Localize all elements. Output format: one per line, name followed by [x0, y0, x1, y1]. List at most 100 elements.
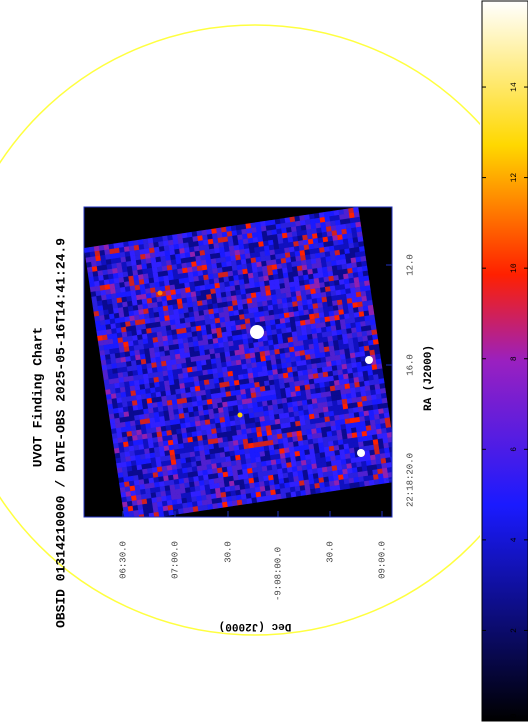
pixel: [139, 349, 146, 355]
pixel: [294, 315, 301, 322]
pixel: [154, 481, 161, 488]
pixel: [113, 407, 119, 414]
pixel: [288, 441, 295, 448]
pixel: [219, 386, 226, 393]
pixel: [364, 315, 371, 322]
pixel: [129, 250, 136, 257]
pixel: [115, 357, 122, 364]
pixel: [323, 411, 330, 418]
pixel: [346, 232, 353, 239]
pixel: [387, 471, 392, 478]
pixel: [274, 348, 281, 355]
pixel: [111, 333, 118, 340]
pixel: [366, 399, 373, 406]
pixel: [359, 381, 366, 388]
pixel: [115, 427, 122, 434]
pixel: [126, 395, 133, 402]
pixel: [270, 259, 277, 266]
pixel: [347, 402, 354, 409]
pixel: [197, 270, 204, 277]
pixel: [232, 435, 239, 442]
pixel: [242, 303, 249, 310]
pixel: [201, 399, 208, 406]
pixel: [248, 307, 255, 314]
pixel: [334, 414, 341, 421]
pixel: [218, 277, 225, 284]
pixel: [333, 244, 340, 251]
pixel: [213, 377, 220, 384]
pixel: [369, 414, 376, 421]
pixel: [355, 226, 362, 233]
pixel: [177, 238, 184, 245]
pixel: [244, 248, 251, 255]
pixel: [299, 415, 306, 422]
colorbar-tick-label: 0: [510, 713, 519, 718]
pixel: [244, 383, 251, 390]
pixel: [165, 355, 172, 362]
pixel: [226, 261, 233, 267]
pixel: [189, 316, 196, 323]
pixel: [265, 220, 271, 227]
pixel: [205, 254, 212, 261]
pixel: [182, 267, 189, 274]
pixel: [176, 333, 183, 340]
pixel: [164, 250, 171, 257]
pixel: [214, 347, 221, 354]
pixel: [153, 476, 160, 483]
pixel: [133, 374, 140, 381]
pixel: [115, 287, 122, 294]
pixel: [173, 243, 180, 250]
pixel: [298, 275, 305, 282]
pixel: [349, 347, 356, 354]
pixel: [187, 271, 194, 278]
pixel: [159, 420, 166, 427]
pixel: [103, 244, 110, 251]
pixel: [330, 425, 337, 432]
pixel: [278, 478, 285, 485]
pixel: [196, 230, 203, 237]
pixel: [259, 316, 266, 323]
pixel: [129, 385, 136, 392]
pixel: [309, 318, 316, 325]
pixel: [311, 398, 318, 405]
pixel: [338, 274, 345, 281]
pixel: [233, 309, 240, 316]
pixel: [167, 234, 174, 241]
pixel: [247, 402, 254, 409]
pixel: [269, 319, 276, 326]
pixel: [363, 340, 369, 347]
pixel: [268, 479, 275, 486]
pixel: [144, 253, 151, 260]
pixel: [233, 379, 240, 386]
pixel: [269, 284, 276, 291]
pixel: [366, 330, 373, 337]
pixel: [269, 314, 276, 321]
pixel: [252, 437, 259, 444]
pixel: [355, 356, 362, 363]
pixel: [164, 415, 171, 422]
y-tick-label: 30.0: [325, 541, 335, 563]
pixel: [239, 314, 245, 321]
pixel: [337, 474, 344, 481]
pixel: [147, 507, 154, 514]
pixel: [253, 241, 260, 248]
source: [237, 412, 243, 418]
pixel: [362, 305, 369, 312]
pixel: [158, 411, 165, 418]
pixel: [309, 253, 316, 260]
pixel: [315, 222, 322, 229]
pixel: [337, 404, 344, 411]
pixel: [362, 435, 369, 442]
pixel: [276, 398, 283, 405]
pixel: [301, 299, 308, 306]
pixel: [287, 236, 294, 243]
pixel: [195, 490, 202, 497]
pixel: [123, 376, 130, 383]
pixel: [337, 304, 344, 311]
pixel: [316, 427, 322, 434]
pixel: [96, 265, 103, 272]
pixel: [220, 226, 227, 233]
pixel: [247, 267, 254, 274]
pixel: [100, 289, 107, 296]
pixel: [138, 514, 145, 517]
